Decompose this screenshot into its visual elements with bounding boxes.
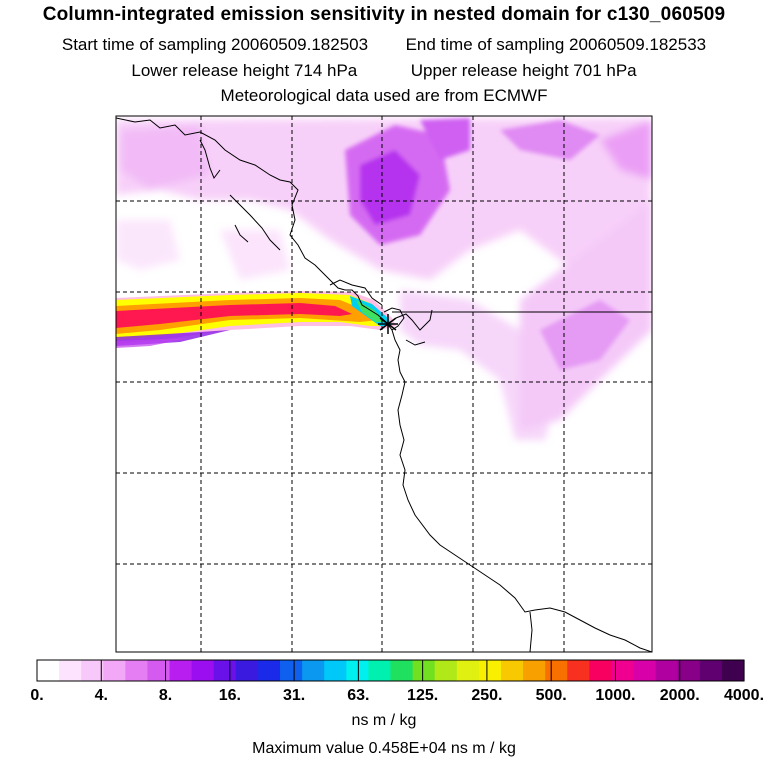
colorbar-cell (147, 660, 171, 681)
map-title: Column-integrated emission sensitivity i… (42, 4, 726, 25)
colorbar-cell (81, 660, 104, 681)
colorbar-tick-label: 125. (407, 687, 439, 704)
colorbar-tick-label: 1000. (595, 687, 636, 704)
release-heights: Lower release height 714 hPa Upper relea… (0, 61, 768, 81)
colorbar-cell (302, 660, 325, 681)
upper-height-label: Upper release height 701 hPa (410, 61, 637, 80)
colorbar-cell (589, 660, 613, 681)
colorbar-cell (103, 660, 126, 681)
colorbar-tick-label: 0. (30, 687, 44, 704)
colorbar-cell (567, 660, 590, 681)
plume (116, 291, 396, 348)
maximum-value-label: Maximum value 0.458E+04 ns m / kg (252, 740, 516, 757)
start-time-label: Start time of sampling 20060509.182503 (61, 35, 369, 54)
lat-lon-grid (116, 116, 652, 652)
colorbar-cell (368, 660, 392, 681)
sensitivity-field (116, 118, 652, 440)
colorbar-tick-label: 16. (218, 687, 241, 704)
colorbar-cell (346, 660, 369, 681)
colorbar-cell (213, 660, 237, 681)
sampling-times: Start time of sampling 20060509.182503 E… (0, 35, 768, 55)
colorbar-cell (59, 660, 82, 681)
coastlines (116, 117, 652, 652)
colorbar-cell (500, 660, 524, 681)
colorbar-cell (412, 660, 436, 681)
release-point-star (378, 314, 398, 334)
colorbar-cell (324, 660, 347, 681)
colorbar-cell (523, 660, 546, 681)
colorbar-cell (456, 660, 480, 681)
map-frame (115, 115, 653, 653)
colorbar-cell (280, 660, 303, 681)
colorbar-cell (699, 660, 723, 681)
colorbar-cell (721, 660, 745, 681)
colorbar-tick-label: 63. (347, 687, 370, 704)
colorbar-tick-label: 4. (94, 687, 108, 704)
colorbar-tick-label: 8. (158, 687, 173, 704)
colorbar-cell (633, 660, 657, 681)
colorbar-cell (169, 660, 193, 681)
colorbar-cell (235, 660, 259, 681)
colorbar-cell (677, 660, 701, 681)
colorbar-cell (37, 660, 60, 681)
colorbar-cell (125, 660, 149, 681)
colorbar-units: ns m / kg (351, 712, 417, 729)
met-data-label: Meteorological data used are from ECMWF (220, 86, 548, 105)
colorbar-cell (191, 660, 215, 681)
colorbar-cell (434, 660, 458, 681)
colorbar-cell (257, 660, 281, 681)
end-time-label: End time of sampling 20060509.182533 (405, 35, 707, 54)
colorbar-cell (655, 660, 679, 681)
colorbar-tick-label: 31. (282, 687, 306, 704)
lower-height-label: Lower release height 714 hPa (131, 61, 358, 80)
colorbar-tick-label: 250. (471, 687, 503, 704)
colorbar-tick-label: 4000. (723, 687, 765, 704)
colorbar-cell (478, 660, 502, 681)
colorbar-tick-label: 2000. (659, 687, 700, 704)
colorbar-tick-label: 500. (535, 687, 567, 704)
colorbar-cell (545, 660, 568, 681)
colorbar-cell (611, 660, 635, 681)
colorbar-cell (390, 660, 414, 681)
